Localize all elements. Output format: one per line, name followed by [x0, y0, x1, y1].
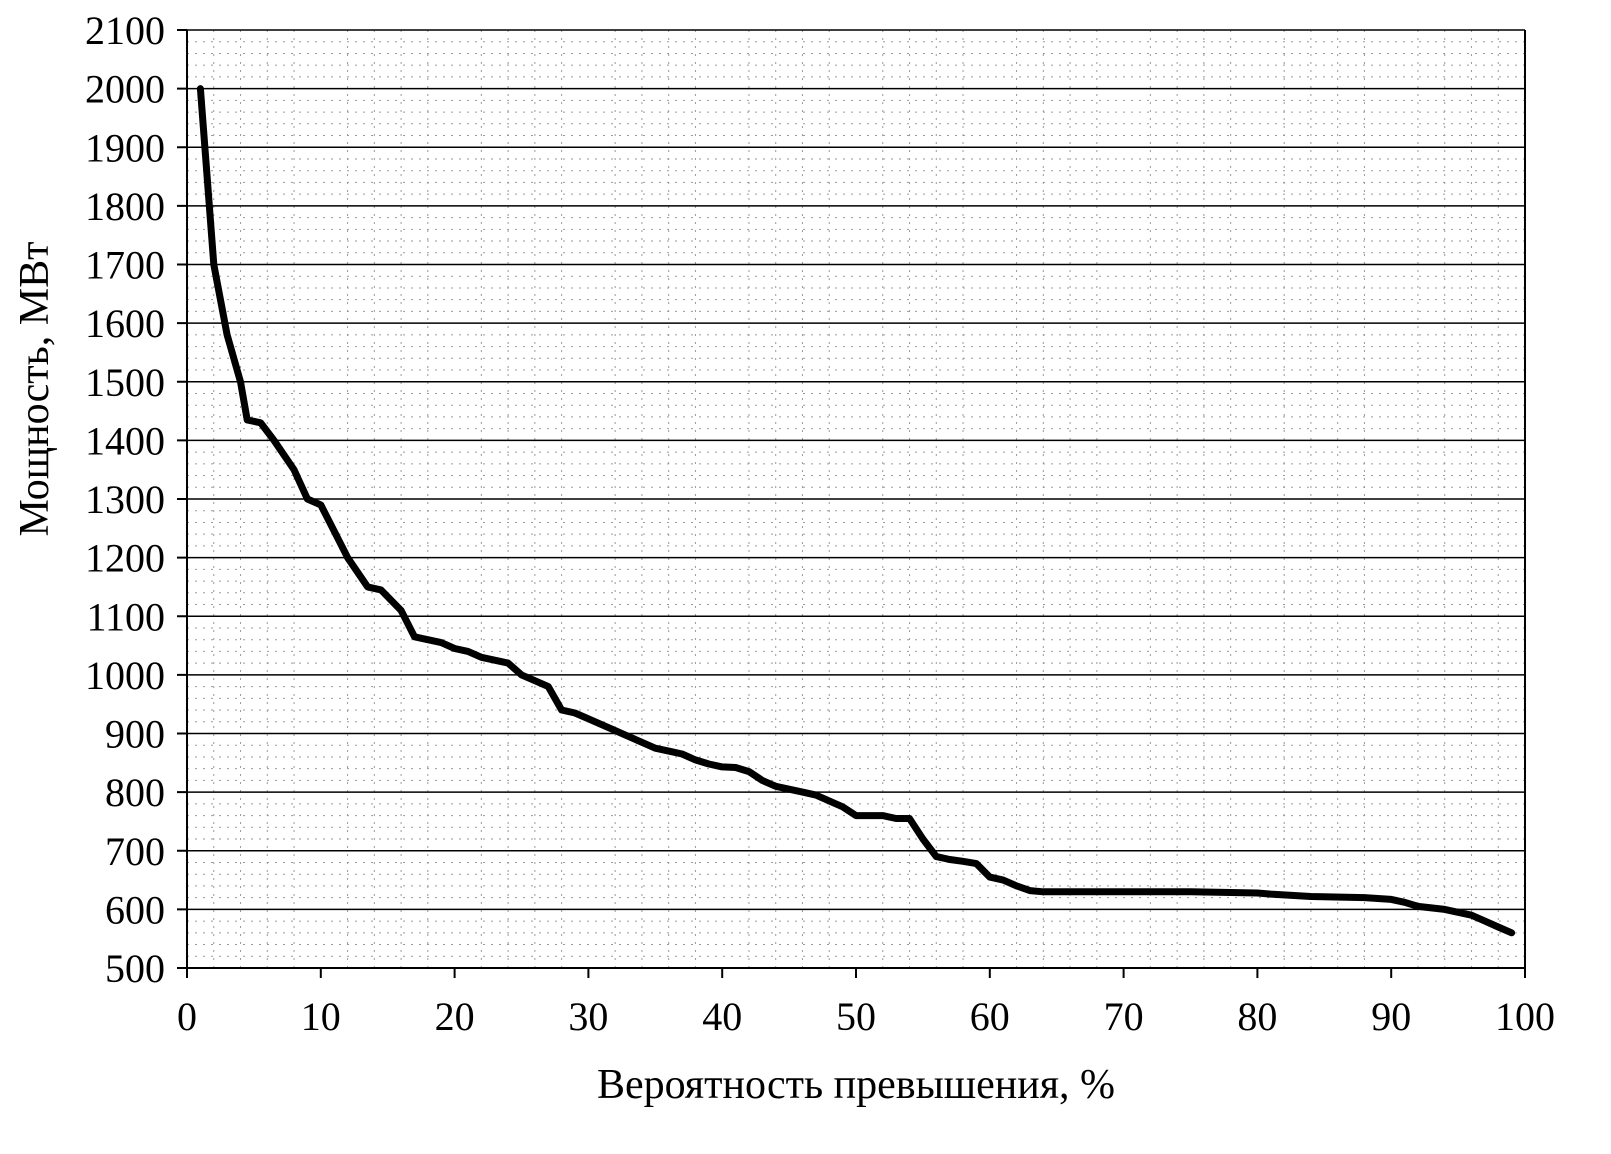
x-tick-label: 20 — [435, 994, 475, 1039]
y-tick-label: 1700 — [85, 243, 165, 288]
y-tick-label: 1900 — [85, 125, 165, 170]
y-tick-label: 1100 — [86, 594, 165, 639]
x-tick-label: 60 — [970, 994, 1010, 1039]
y-tick-label: 1600 — [85, 301, 165, 346]
x-tick-label: 90 — [1371, 994, 1411, 1039]
x-tick-label: 80 — [1237, 994, 1277, 1039]
y-tick-label: 1800 — [85, 184, 165, 229]
y-tick-labels: 500 600 700 800 900 1000 1100 1200 1300 1400 1500 1… — [85, 8, 165, 991]
y-axis-title: Мощность, МВт — [12, 241, 58, 536]
y-tick-label: 1500 — [85, 360, 165, 405]
y-tick-label: 500 — [105, 946, 165, 991]
y-tick-label: 1300 — [85, 477, 165, 522]
y-tick-label: 2000 — [85, 67, 165, 112]
y-tick-label: 1200 — [85, 536, 165, 581]
x-tick-label: 40 — [702, 994, 742, 1039]
x-tick-label: 70 — [1104, 994, 1144, 1039]
y-tick-label: 800 — [105, 770, 165, 815]
y-tick-label: 1400 — [85, 418, 165, 463]
y-tick-label: 700 — [105, 829, 165, 874]
y-tick-label: 1000 — [85, 653, 165, 698]
x-tick-label: 30 — [568, 994, 608, 1039]
x-tick-labels: 0 10 20 30 40 50 60 70 80 90 100 — [177, 994, 1555, 1039]
x-tick-label: 10 — [301, 994, 341, 1039]
y-tick-label: 900 — [105, 712, 165, 757]
major-grid — [187, 29, 1525, 911]
series-line — [196, 85, 1516, 937]
x-tick-label: 0 — [177, 994, 197, 1039]
y-tick-label: 600 — [105, 887, 165, 932]
axes — [177, 29, 1526, 978]
y-tick-label: 2100 — [85, 8, 165, 53]
x-tick-label: 100 — [1495, 994, 1555, 1039]
x-axis-title: Вероятность превышения, % — [597, 1062, 1115, 1108]
x-tick-label: 50 — [836, 994, 876, 1039]
series-group — [196, 85, 1516, 937]
